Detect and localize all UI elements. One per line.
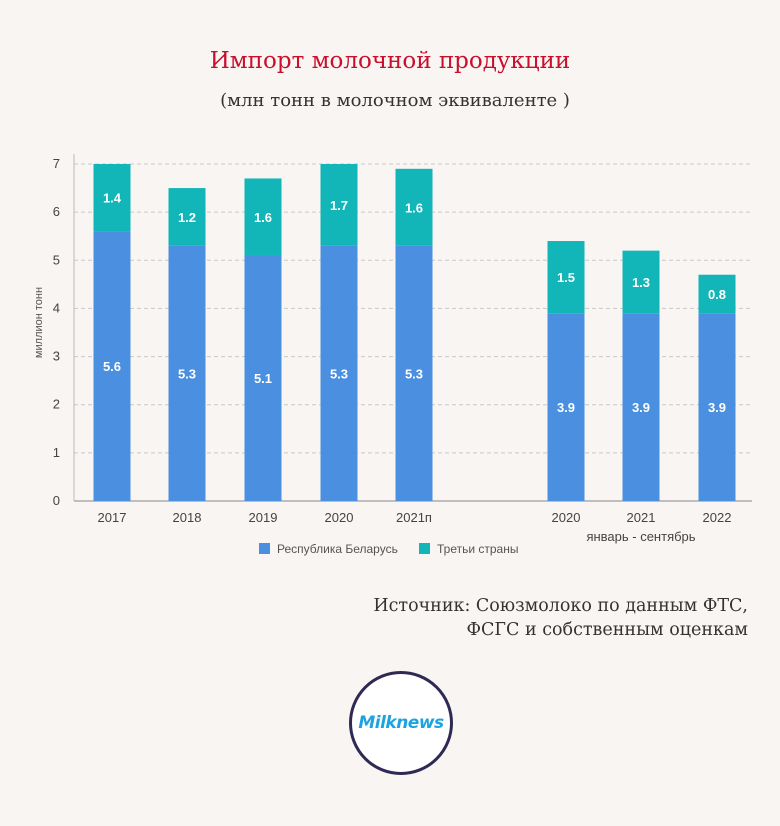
bar-value-label: 3.9 <box>708 400 726 415</box>
legend-label-belarus: Республика Беларусь <box>277 542 398 556</box>
bar-third-countries <box>622 250 660 314</box>
bar-value-label: 3.9 <box>632 400 650 415</box>
bar-belarus <box>168 245 206 501</box>
logo-text: Milknews <box>358 713 444 733</box>
source-line-2: ФСГС и собственным оценкам <box>466 620 748 640</box>
x-tick-label: 2020 <box>325 510 354 525</box>
bar-belarus <box>93 231 131 501</box>
x-tick-label: 2018 <box>173 510 202 525</box>
bar-value-label: 1.2 <box>178 210 196 225</box>
legend-swatch-third-countries <box>419 543 430 554</box>
legend-label-third-countries: Третьи страны <box>437 542 519 556</box>
bar-belarus <box>395 245 433 501</box>
x-tick-label: 2022 <box>703 510 732 525</box>
bar-third-countries <box>93 164 131 232</box>
bar-value-label: 1.4 <box>103 191 122 206</box>
x-tick-label: 2020 <box>552 510 581 525</box>
y-tick-label: 1 <box>53 445 60 460</box>
bar-value-label: 1.7 <box>330 198 348 213</box>
x-tick-label: 2021п <box>396 510 432 525</box>
legend-swatch-belarus <box>259 543 270 554</box>
bar-value-label: 1.5 <box>557 270 575 285</box>
bar-value-label: 5.3 <box>405 366 423 381</box>
milknews-logo: Milknews <box>349 671 453 775</box>
bar-third-countries <box>320 164 358 246</box>
bar-value-label: 5.6 <box>103 359 121 374</box>
x-tick-label: 2019 <box>249 510 278 525</box>
bar-third-countries <box>547 241 585 314</box>
bar-belarus <box>547 313 585 501</box>
bar-value-label: 1.3 <box>632 275 650 290</box>
chart-subtitle: (млн тонн в молочном эквиваленте ) <box>220 90 570 111</box>
y-tick-label: 4 <box>53 300 60 315</box>
bar-belarus <box>622 313 660 501</box>
bar-value-label: 5.1 <box>254 371 272 386</box>
y-tick-label: 2 <box>53 397 60 412</box>
y-tick-label: 6 <box>53 204 60 219</box>
bar-value-label: 1.6 <box>254 210 272 225</box>
bar-third-countries <box>168 188 206 246</box>
x-tick-label: 2017 <box>98 510 127 525</box>
bar-value-label: 1.6 <box>405 200 423 215</box>
source-note: Источник: Союзмолоко по данным ФТС, ФСГС… <box>373 594 748 642</box>
y-tick-label: 0 <box>53 493 60 508</box>
bar-third-countries <box>698 274 736 314</box>
y-tick-label: 7 <box>53 156 60 171</box>
y-tick-label: 5 <box>53 252 60 267</box>
bar-third-countries <box>244 178 282 256</box>
bar-value-label: 3.9 <box>557 400 575 415</box>
bar-value-label: 0.8 <box>708 287 726 302</box>
y-axis-label: миллион тонн <box>33 287 45 358</box>
y-tick-label: 3 <box>53 349 60 364</box>
group-label: январь - сентябрь <box>586 529 695 544</box>
bar-third-countries <box>395 168 433 246</box>
bar-belarus <box>698 313 736 501</box>
source-line-1: Источник: Союзмолоко по данным ФТС, <box>373 596 748 616</box>
chart-title: Импорт молочной продукции <box>209 48 571 74</box>
bar-value-label: 5.3 <box>330 366 348 381</box>
x-tick-label: 2021 <box>627 510 656 525</box>
bar-value-label: 5.3 <box>178 366 196 381</box>
bar-belarus <box>320 245 358 501</box>
stacked-bar-chart: 0 1 2 3 4 5 6 7 миллион тонн 5.6 1.4 2017 5.3 1.2 2018… <box>33 154 752 556</box>
bar-belarus <box>244 255 282 501</box>
